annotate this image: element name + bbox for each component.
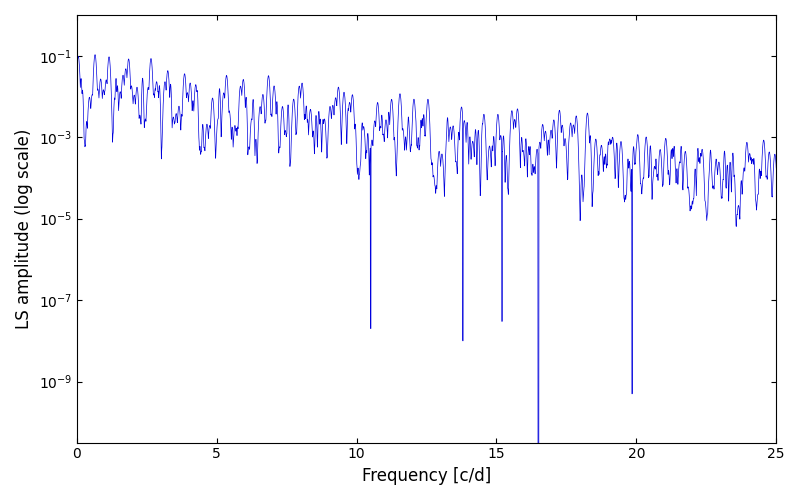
X-axis label: Frequency [c/d]: Frequency [c/d] (362, 467, 491, 485)
Y-axis label: LS amplitude (log scale): LS amplitude (log scale) (15, 128, 33, 329)
